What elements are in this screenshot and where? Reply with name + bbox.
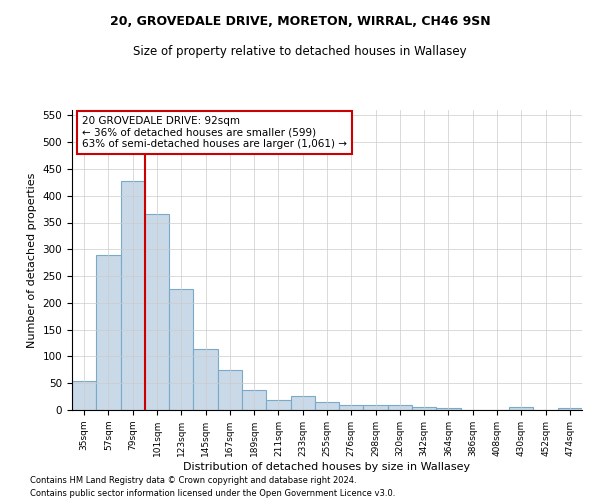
Text: 20, GROVEDALE DRIVE, MORETON, WIRRAL, CH46 9SN: 20, GROVEDALE DRIVE, MORETON, WIRRAL, CH… xyxy=(110,15,490,28)
Bar xyxy=(388,405,412,410)
Bar xyxy=(266,400,290,410)
Bar xyxy=(169,290,193,410)
Text: Contains public sector information licensed under the Open Government Licence v3: Contains public sector information licen… xyxy=(30,488,395,498)
X-axis label: Distribution of detached houses by size in Wallasey: Distribution of detached houses by size … xyxy=(184,462,470,471)
Bar xyxy=(242,390,266,410)
Bar xyxy=(290,396,315,410)
Bar xyxy=(193,350,218,410)
Text: Contains HM Land Registry data © Crown copyright and database right 2024.: Contains HM Land Registry data © Crown c… xyxy=(30,476,356,485)
Bar xyxy=(72,380,96,410)
Bar xyxy=(558,408,582,410)
Bar xyxy=(315,402,339,410)
Text: 20 GROVEDALE DRIVE: 92sqm
← 36% of detached houses are smaller (599)
63% of semi: 20 GROVEDALE DRIVE: 92sqm ← 36% of detac… xyxy=(82,116,347,149)
Bar xyxy=(509,407,533,410)
Bar xyxy=(96,254,121,410)
Bar xyxy=(412,408,436,410)
Bar xyxy=(121,180,145,410)
Y-axis label: Number of detached properties: Number of detached properties xyxy=(27,172,37,348)
Bar xyxy=(218,370,242,410)
Bar xyxy=(436,408,461,410)
Bar xyxy=(145,214,169,410)
Bar xyxy=(364,405,388,410)
Text: Size of property relative to detached houses in Wallasey: Size of property relative to detached ho… xyxy=(133,45,467,58)
Bar xyxy=(339,404,364,410)
